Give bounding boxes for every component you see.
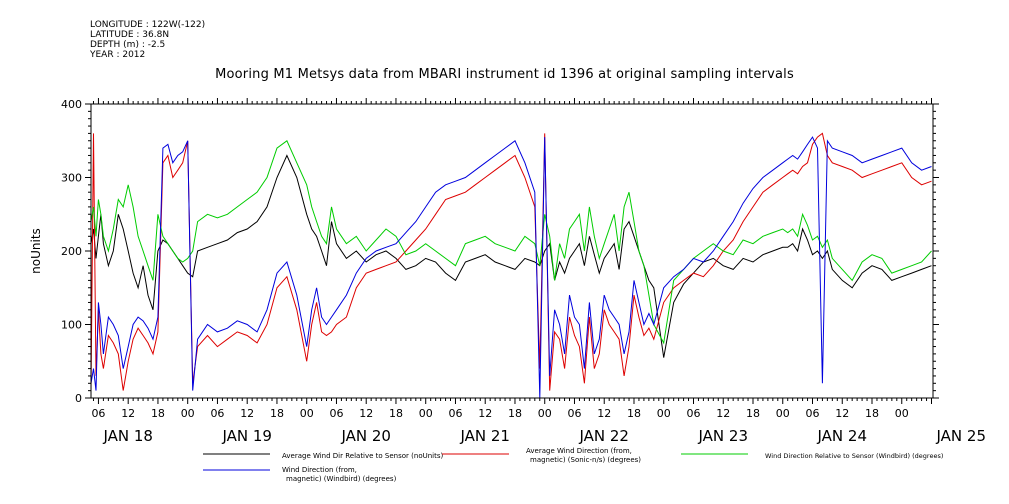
series-line-2 <box>90 132 932 391</box>
legend-label-4-line-2: magnetic) (Windbird) (degrees) <box>286 475 397 483</box>
x-tick-label: 18 <box>508 407 522 420</box>
x-day-label: JAN 20 <box>340 427 391 445</box>
y-tick-label: 100 <box>61 319 82 332</box>
x-tick-label: 12 <box>121 407 135 420</box>
depth-label: DEPTH (m) : -2.5 <box>90 40 166 50</box>
x-day-label: JAN 24 <box>817 427 868 445</box>
x-tick-label: 00 <box>895 407 909 420</box>
y-tick-label: 300 <box>61 172 82 185</box>
x-tick-label: 00 <box>181 407 195 420</box>
x-tick-label: 06 <box>448 407 462 420</box>
legend-label-2-line-2: magnetic) (Sonic-n/s) (degrees) <box>530 456 641 464</box>
latitude-label: LATITUDE : 36.8N <box>90 30 170 40</box>
x-day-label: JAN 18 <box>102 427 153 445</box>
legend: Average Wind Dir Relative to Sensor (noU… <box>203 447 943 483</box>
x-tick-label: 00 <box>300 407 314 420</box>
series-layer <box>90 132 932 399</box>
x-tick-label: 18 <box>389 407 403 420</box>
x-day-label: JAN 23 <box>697 427 748 445</box>
x-tick-label: 18 <box>627 407 641 420</box>
x-tick-label: 06 <box>686 407 700 420</box>
x-tick-label: 00 <box>776 407 790 420</box>
y-tick-label: 200 <box>61 245 82 258</box>
x-tick-label: 06 <box>567 407 581 420</box>
plot-frame <box>90 103 934 399</box>
x-tick-label: 18 <box>865 407 879 420</box>
x-tick-label: 12 <box>835 407 849 420</box>
x-day-label: JAN 25 <box>936 427 987 445</box>
x-tick-label: 12 <box>240 407 254 420</box>
legend-label-2-line-1: Average Wind Direction (from, <box>526 447 632 455</box>
x-tick-label: 00 <box>419 407 433 420</box>
x-tick-label: 18 <box>270 407 284 420</box>
x-tick-label: 06 <box>806 407 820 420</box>
x-tick-label: 12 <box>597 407 611 420</box>
legend-label-3: Wind Direction Relative to Sensor (Windb… <box>765 452 943 460</box>
longitude-label: LONGITUDE : 122W(-122) <box>90 20 206 30</box>
x-tick-label: 12 <box>359 407 373 420</box>
series-line-3 <box>90 140 932 345</box>
chart-title: Mooring M1 Metsys data from MBARI instru… <box>215 67 794 82</box>
x-tick-label: 00 <box>657 407 671 420</box>
x-tick-label: 06 <box>210 407 224 420</box>
x-tick-label: 12 <box>478 407 492 420</box>
x-tick-label: 18 <box>151 407 165 420</box>
x-day-label: JAN 19 <box>221 427 272 445</box>
x-tick-label: 18 <box>746 407 760 420</box>
year-label: YEAR : 2012 <box>90 50 146 60</box>
y-axis-label: noUnits <box>29 228 43 274</box>
y-tick-label: 0 <box>75 392 82 405</box>
x-day-label: JAN 22 <box>578 427 629 445</box>
legend-label-1: Average Wind Dir Relative to Sensor (noU… <box>282 452 443 460</box>
series-line-4 <box>90 136 932 399</box>
x-tick-label: 00 <box>538 407 552 420</box>
legend-label-4-line-1: Wind Direction (from, <box>282 466 357 474</box>
series-line-1 <box>90 154 932 358</box>
x-tick-label: 06 <box>329 407 343 420</box>
y-tick-label: 400 <box>61 98 82 111</box>
metadata-block: LONGITUDE : 122W(-122) LATITUDE : 36.8N … <box>90 20 205 60</box>
x-day-label: JAN 21 <box>459 427 510 445</box>
x-tick-label: 06 <box>91 407 105 420</box>
axes-layer: 0 100 200 300 400 noUnits 06 12 18 00 06 12 18 00 06 12… <box>29 98 986 445</box>
x-tick-label: 12 <box>716 407 730 420</box>
